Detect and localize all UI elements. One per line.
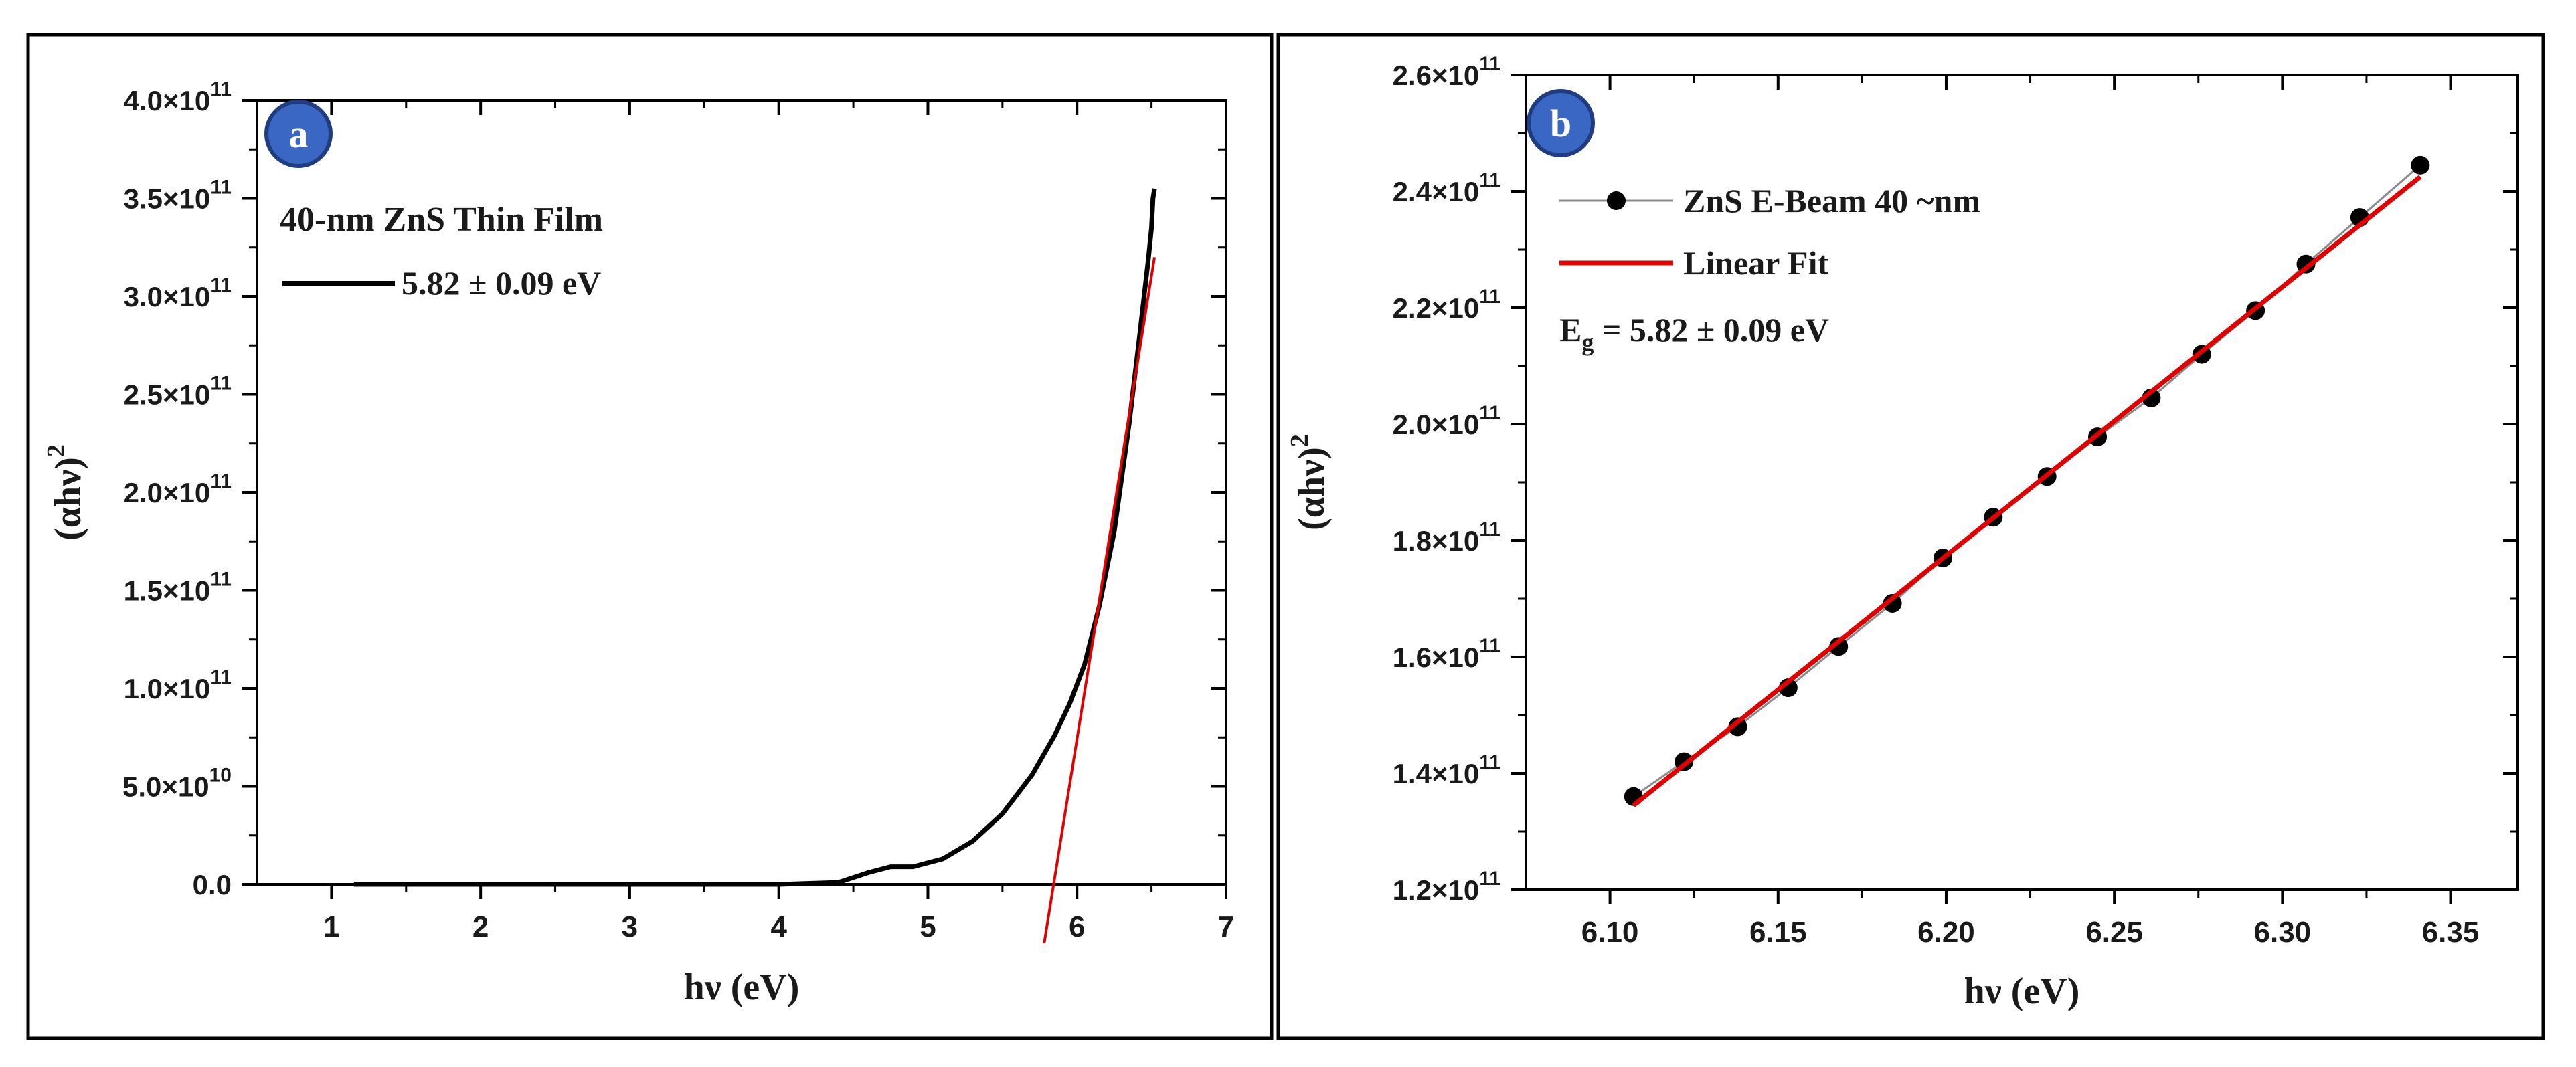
x-tick-label: 6.35 [2422,916,2480,949]
x-tick-label: 3 [622,910,638,943]
y-tick-label: 1.6×1011 [1393,635,1500,673]
legend-fit-label: Linear Fit [1683,244,1828,282]
legend-series-swatch-marker [1607,191,1626,210]
x-tick-label: 6.20 [1917,916,1975,949]
panel-badge [264,100,333,168]
x-tick-label: 6.15 [1749,916,1807,949]
x-tick-label: 4 [770,910,787,943]
panel-a-chart: 1 2 3 4 5 6 7 0.0 5.0×1010 1.0×1011 1.5×1011 2.0×10… [42,78,1234,1008]
y-tick-label: 2.4×1011 [1393,169,1500,207]
x-tick-label: 5 [920,910,936,943]
x-axis-label: hν (eV) [1964,971,2080,1012]
y-tick-label: 3.5×1011 [124,177,232,215]
linear-fit-line [1632,175,2422,807]
linear-fit-line [1043,257,1156,944]
legend-series-label: ZnS E-Beam 40 ~nm [1683,182,1980,219]
data-point [1829,637,1849,656]
panel-badge-label: a [289,112,309,156]
y-tick-label: 2.0×1011 [124,470,232,508]
y-tick-label: 2.0×1011 [1393,402,1500,440]
y-axis-label: (αhν)2 [42,444,89,541]
bandgap-annotation: Eg = 5.82 ± 0.09 eV [1559,311,1829,356]
x-tick-label: 6 [1069,910,1085,943]
data-point [1728,717,1747,737]
y-tick-label: 2.5×1011 [124,373,232,411]
panel-badge [1527,89,1595,157]
series-line-zns-thin-film [353,188,1157,887]
y-tick-label: 4.0×1011 [124,78,232,116]
x-tick-label: 7 [1218,910,1234,943]
data-point [2411,155,2430,175]
x-axis-label: hν (eV) [684,967,800,1008]
x-tick-label: 6.30 [2254,916,2312,949]
x-tick-label: 1 [323,910,339,943]
data-point [1883,593,1902,613]
legend-entry: 5.82 ± 0.09 eV [402,264,601,302]
y-tick-label: 1.5×1011 [124,569,232,607]
x-tick-label: 2 [473,910,489,943]
legend-title: 40-nm ZnS Thin Film [280,201,603,239]
y-tick-label: 0.0 [193,869,232,900]
y-axis-label: (αhν)2 [1286,434,1333,530]
x-tick-label: 6.25 [2085,916,2143,949]
y-tick-label: 2.2×1011 [1393,286,1500,324]
y-tick-label: 1.4×1011 [1393,751,1500,789]
y-tick-label: 3.0×1011 [124,274,232,312]
y-tick-label: 1.0×1011 [124,666,232,704]
y-tick-label: 1.8×1011 [1393,518,1500,557]
y-tick-label: 2.6×1011 [1393,53,1500,91]
data-point [2296,254,2316,274]
x-tick-label: 6.10 [1581,916,1639,949]
panel-b-frame [1276,33,2545,1040]
y-tick-label: 5.0×1010 [122,765,232,803]
panel-a-frame [26,33,1274,1040]
y-tick-label: 1.2×1011 [1393,868,1500,906]
panel-b-chart: 6.10 6.15 6.20 6.25 6.30 6.35 1.2×1011 1.4×1011… [1286,53,2519,1012]
panel-badge-label: b [1550,102,1571,145]
